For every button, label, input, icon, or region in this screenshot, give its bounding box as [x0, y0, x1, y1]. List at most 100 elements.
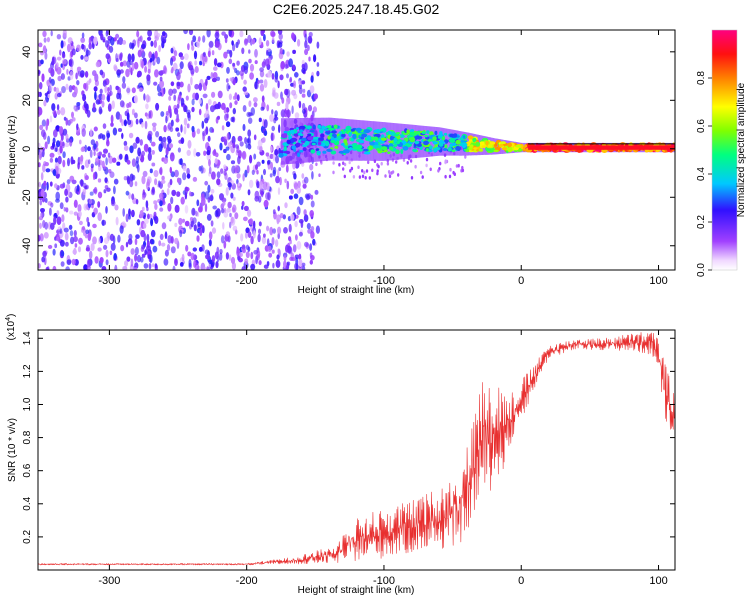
noise-blob: [256, 169, 259, 175]
noise-blob: [259, 79, 264, 84]
noise-blob: [258, 195, 262, 203]
noise-blob: [276, 214, 281, 223]
noise-blob: [255, 164, 258, 170]
signal-blob: [429, 131, 434, 136]
noise-blob: [39, 124, 44, 131]
noise-blob: [174, 107, 179, 115]
faint-blob: [380, 161, 383, 166]
noise-blob: [159, 207, 164, 212]
noise-blob: [191, 207, 196, 216]
noise-blob: [103, 148, 108, 154]
signal-blob: [489, 141, 496, 145]
signal-blob: [421, 131, 426, 135]
noise-blob: [170, 246, 176, 254]
signal-blob: [388, 140, 394, 143]
snr-series-line: [38, 332, 675, 566]
noise-blob: [196, 235, 200, 242]
noise-blob: [80, 146, 86, 152]
noise-blob: [267, 70, 272, 78]
noise-blob: [172, 88, 177, 94]
noise-blob: [273, 92, 279, 99]
noise-blob: [62, 151, 66, 159]
signal-halo: [386, 122, 388, 161]
noise-blob: [168, 95, 172, 101]
noise-blob: [241, 200, 245, 207]
signal-blob: [330, 139, 336, 144]
noise-blob: [214, 31, 220, 39]
signal-blob: [362, 148, 369, 152]
noise-blob: [99, 108, 103, 114]
noise-blob: [286, 73, 289, 79]
signal-blob: [348, 131, 352, 137]
noise-blob: [277, 169, 280, 178]
noise-blob: [80, 55, 84, 60]
figure-title: C2E6.2025.247.18.45.G02: [273, 1, 440, 17]
noise-blob: [110, 114, 114, 124]
noise-blob: [73, 211, 78, 216]
noise-blob: [56, 34, 62, 40]
noise-blob: [279, 47, 283, 55]
noise-blob: [57, 155, 62, 165]
noise-blob: [125, 68, 130, 78]
noise-blob: [234, 164, 239, 173]
noise-blob: [119, 153, 123, 160]
noise-blob: [195, 152, 201, 157]
noise-blob: [161, 175, 165, 181]
noise-blob: [186, 167, 190, 176]
noise-blob: [222, 222, 225, 230]
noise-blob: [151, 263, 155, 268]
noise-blob: [59, 145, 63, 154]
noise-blob: [39, 222, 42, 229]
signal-halo: [413, 124, 416, 159]
noise-blob: [274, 239, 279, 248]
signal-blob: [345, 125, 352, 131]
noise-blob: [217, 90, 223, 99]
noise-blob: [50, 222, 55, 230]
noise-blob: [198, 99, 202, 104]
signal-blob: [356, 144, 363, 150]
noise-blob: [104, 85, 108, 94]
noise-blob: [176, 81, 181, 87]
noise-blob: [243, 205, 249, 212]
noise-blob: [83, 100, 87, 109]
noise-blob: [88, 250, 93, 260]
signal-blob: [350, 128, 355, 132]
noise-blob: [65, 83, 69, 91]
x-tick-label: 0: [518, 575, 524, 587]
noise-blob: [193, 50, 198, 60]
noise-blob: [206, 75, 211, 80]
noise-blob: [135, 234, 140, 240]
noise-blob: [141, 60, 144, 69]
noise-blob: [57, 109, 61, 115]
noise-blob: [258, 117, 262, 123]
noise-blob: [144, 218, 149, 224]
noise-blob: [202, 93, 208, 99]
signal-blob: [342, 149, 350, 154]
noise-blob: [60, 107, 66, 116]
signal-halo: [374, 121, 376, 161]
carrier-line: [528, 145, 675, 150]
noise-blob: [291, 105, 294, 114]
noise-blob: [232, 62, 236, 67]
noise-blob: [141, 175, 146, 185]
signal-blob: [311, 142, 316, 146]
noise-blob: [263, 264, 269, 269]
noise-blob: [215, 261, 219, 269]
noise-blob: [69, 59, 73, 65]
signal-blob: [289, 127, 295, 131]
noise-blob: [176, 103, 180, 109]
noise-blob: [153, 81, 158, 86]
noise-blob: [194, 262, 200, 270]
noise-blob: [184, 105, 188, 113]
noise-blob: [267, 159, 271, 165]
noise-blob: [185, 244, 189, 252]
noise-blob: [48, 77, 52, 83]
signal-blob: [447, 147, 452, 152]
noise-blob: [251, 38, 256, 45]
noise-blob: [277, 41, 283, 48]
noise-blob: [160, 70, 165, 75]
noise-blob: [160, 139, 164, 149]
noise-blob: [228, 30, 232, 37]
noise-blob: [90, 243, 95, 251]
signal-blob: [455, 139, 461, 145]
